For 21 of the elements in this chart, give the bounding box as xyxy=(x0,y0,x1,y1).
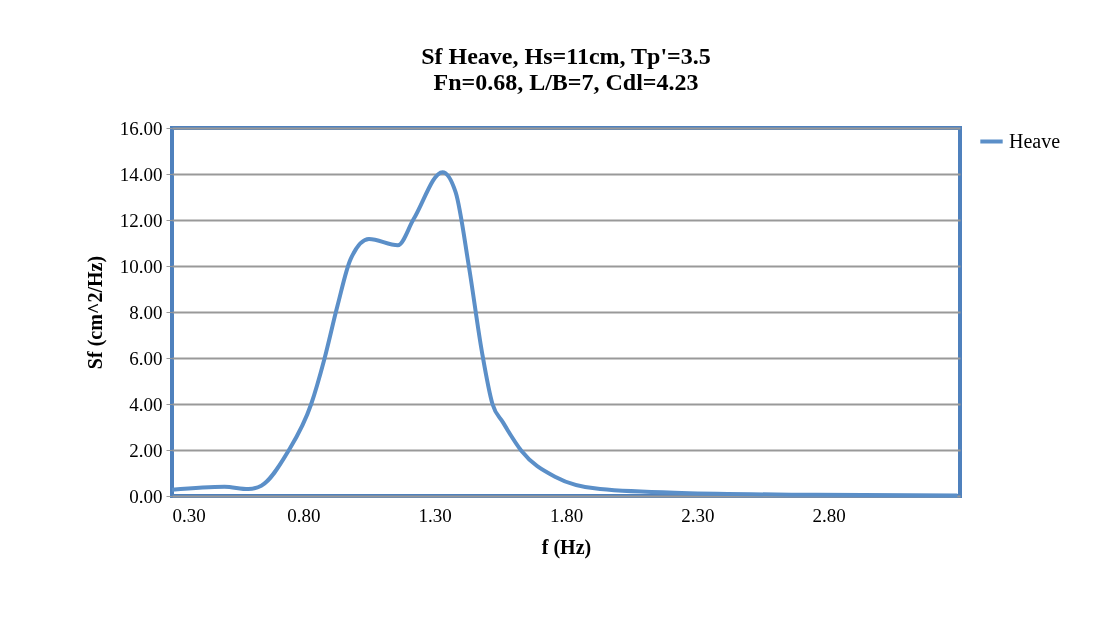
x-tick-label: 1.80 xyxy=(549,504,584,526)
x-tick-label: 1.30 xyxy=(418,504,452,526)
x-tick-label: 2.80 xyxy=(812,504,846,526)
x-axis-title: f (Hz) xyxy=(541,535,592,559)
x-tick-label: 0.80 xyxy=(287,504,321,526)
y-tick-label: 12.00 xyxy=(119,209,163,231)
text: Fn=0.68, L/B=7, Cdl=4.23 xyxy=(433,69,699,95)
y-tick-label: 8.00 xyxy=(129,301,163,323)
line-series xyxy=(170,170,960,498)
y-tick-label: 0.00 xyxy=(129,485,163,507)
x-tick-label: 0.30 xyxy=(172,504,206,526)
y-tick-label: 14.00 xyxy=(119,163,163,185)
y-tick-label: 2.00 xyxy=(129,439,163,461)
y-axis-title: Sf (cm^2/Hz) xyxy=(83,255,107,370)
y-tick-label: 16.00 xyxy=(119,117,163,139)
y-tick-label: 6.00 xyxy=(129,347,163,369)
x-tick-label: 2.30 xyxy=(681,504,715,526)
y-tick-label: 10.00 xyxy=(119,255,163,277)
text: Sf Heave, Hs=11cm, Tp'=3.5 xyxy=(421,43,711,69)
y-tick-label: 4.00 xyxy=(129,393,163,415)
legend-label: Heave xyxy=(1009,129,1061,152)
